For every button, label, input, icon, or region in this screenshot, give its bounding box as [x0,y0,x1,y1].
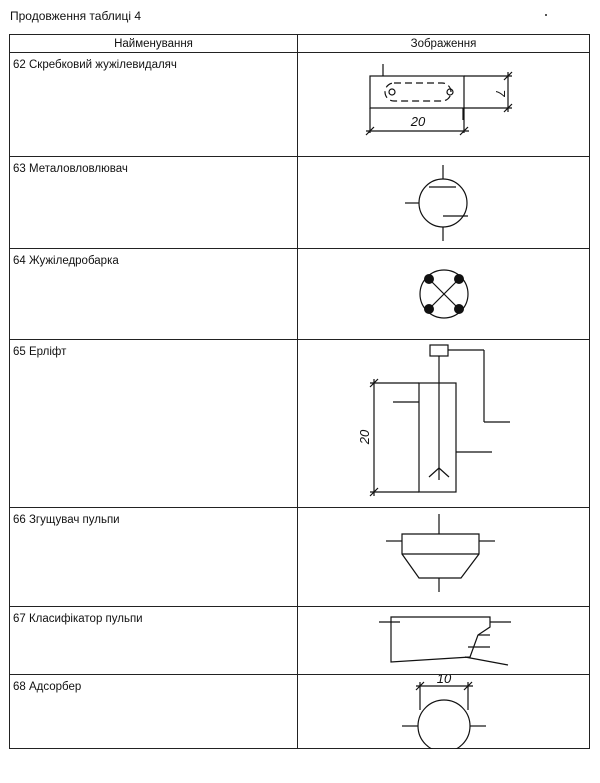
table-row: 63 Металовловлювач [9,156,590,249]
airlift-icon: 20 [357,344,510,497]
row-name-63: 63 Металовловлювач [9,156,298,249]
row-image-65: 20 [297,339,590,508]
adsorber-icon: 10 [402,675,486,749]
pulp-classifier-icon [379,616,511,666]
header-name: Найменування [9,34,298,53]
table-row: 64 Жужіледробарка [9,248,590,340]
table-caption: Продовження таблиці 4 [10,9,142,23]
table-row: 68 Адсорбер 10 [9,674,590,749]
row-image-68: 10 [297,674,590,749]
table-row: 67 Класифікатор пульпи [9,606,590,675]
header-image: Зображення [297,34,590,53]
table-header-row: Найменування Зображення [9,34,590,53]
table-row: 65 Ерліфт [9,339,590,508]
metal-catcher-icon [405,165,468,241]
dim-width-62: 20 [410,114,426,129]
row-image-66 [297,507,590,607]
row-name-66: 66 Згущувач пульпи [9,507,298,607]
dim-height-62: 7 [493,89,508,97]
row-name-64: 64 Жужіледробарка [9,248,298,340]
scan-speck [545,14,547,16]
table-row: 66 Згущувач пульпи [9,507,590,607]
row-name-68: 68 Адсорбер [9,674,298,749]
table-row: 62 Скребковий жужілевидаляч [9,52,590,157]
dim-width-68: 10 [437,675,452,686]
symbols-table: Найменування Зображення 62 Скребковий жу… [9,34,590,749]
row-name-67: 67 Класифікатор пульпи [9,606,298,675]
row-name-62: 62 Скребковий жужілевидаляч [9,52,298,157]
slag-crusher-icon [419,269,469,319]
scraper-slag-remover-icon: 20 7 [365,64,513,136]
row-image-63 [297,156,590,249]
row-name-65: 65 Ерліфт [9,339,298,508]
dim-height-65: 20 [357,429,372,445]
pulp-thickener-icon [386,514,495,592]
row-image-67 [297,606,590,675]
row-image-64 [297,248,590,340]
row-image-62: 20 7 [297,52,590,157]
